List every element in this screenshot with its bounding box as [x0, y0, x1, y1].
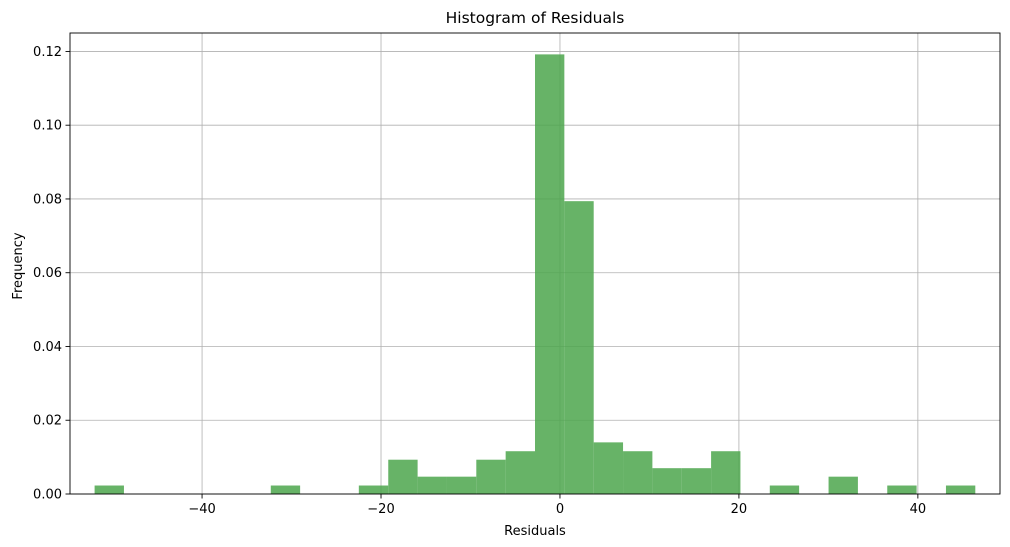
histogram-bar	[505, 451, 535, 494]
histogram-bar	[476, 459, 506, 494]
histogram-bar	[270, 485, 301, 494]
y-tick-label: 0.02	[33, 414, 62, 429]
x-tick-label: 20	[731, 502, 748, 517]
y-axis-title: Frequency	[11, 232, 26, 299]
y-tick-label: 0.10	[33, 119, 62, 134]
plot-frame	[69, 32, 1001, 495]
y-tick-label: 0.12	[33, 45, 62, 60]
x-tick-label: 40	[910, 502, 927, 517]
axes: −40 −20 0 20 40 0.00 0.02 0.04 0.06 0.08 0.10 0.12	[33, 32, 1001, 517]
y-tick-label: 0.06	[33, 266, 62, 281]
x-tick-label: −40	[188, 502, 215, 517]
histogram-bar	[564, 201, 594, 495]
histogram-bar	[358, 485, 389, 494]
x-tick-label: 0	[556, 502, 564, 517]
histogram-bar	[417, 476, 447, 494]
y-tick-label: 0.04	[33, 340, 62, 355]
chart-title: Histogram of Residuals	[446, 9, 625, 27]
histogram-bar	[388, 459, 418, 494]
histogram-bar	[593, 442, 624, 494]
bars	[94, 54, 976, 495]
histogram-bar	[945, 485, 976, 494]
histogram-bar	[828, 476, 858, 494]
histogram-bar	[887, 485, 917, 494]
histogram-bar	[769, 485, 800, 494]
histogram-bar	[711, 451, 741, 494]
x-tick-label: −20	[367, 502, 394, 517]
histogram-bar	[681, 468, 712, 494]
histogram-bar	[535, 54, 565, 494]
x-axis-title: Residuals	[504, 524, 566, 539]
y-tick-label: 0.08	[33, 192, 62, 207]
histogram-bar	[446, 476, 477, 494]
histogram-bar	[623, 451, 653, 494]
histogram-bar	[94, 485, 124, 494]
histogram-bar	[652, 468, 682, 494]
y-tick-label: 0.00	[33, 488, 62, 503]
